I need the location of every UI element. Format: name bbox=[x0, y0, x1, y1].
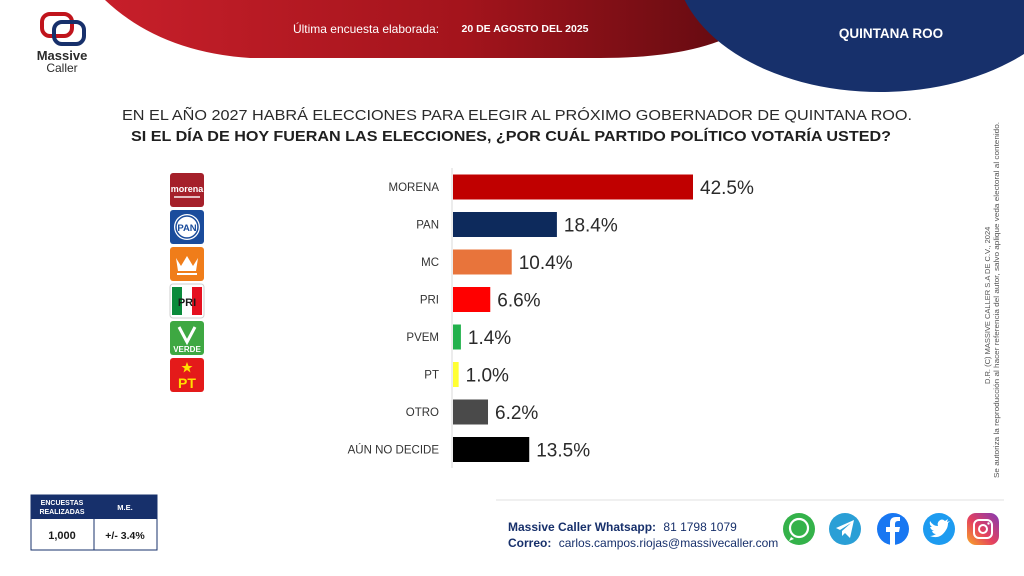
header-red-banner bbox=[105, 0, 760, 58]
value-label: 1.4% bbox=[468, 328, 511, 349]
pan-logo: PAN bbox=[170, 210, 204, 244]
pri-logo: PRI bbox=[169, 283, 205, 319]
value-label: 13.5% bbox=[536, 441, 590, 462]
whatsapp-icon[interactable] bbox=[783, 513, 815, 545]
email-address[interactable]: carlos.campos.riojas@massivecaller.com bbox=[559, 536, 779, 550]
verde-logo-text: VERDE bbox=[173, 345, 201, 354]
stats-surveys-header-2: REALIZADAS bbox=[39, 509, 84, 516]
verde-logo: VERDE bbox=[170, 321, 204, 355]
value-label: 42.5% bbox=[700, 178, 754, 199]
category-label: PT bbox=[424, 370, 439, 382]
stats-margin-value: +/- 3.4% bbox=[105, 530, 145, 542]
value-label: 1.0% bbox=[466, 366, 509, 387]
bar bbox=[453, 249, 512, 275]
whatsapp-number: 81 1798 1079 bbox=[663, 520, 737, 534]
party-logos: morena PAN PRI VERDE bbox=[169, 173, 205, 392]
value-label: 10.4% bbox=[519, 253, 573, 274]
stats-margin-header: M.E. bbox=[117, 503, 132, 512]
stats-surveys-value: 1,000 bbox=[48, 530, 76, 542]
category-label: MC bbox=[421, 257, 439, 269]
facebook-icon[interactable] bbox=[877, 513, 909, 545]
category-label: AÚN NO DECIDE bbox=[348, 444, 440, 457]
bar bbox=[453, 362, 459, 387]
vote-intention-bar-chart: MORENA 42.5% PAN 18.4% MC 10.4% PRI 6.6% PVEM 1.4… bbox=[348, 168, 754, 468]
twitter-icon[interactable] bbox=[923, 513, 955, 545]
bar bbox=[453, 174, 693, 200]
bar bbox=[453, 212, 557, 237]
value-label: 6.2% bbox=[495, 403, 538, 424]
category-label: PVEM bbox=[406, 332, 439, 344]
survey-date: 20 DE AGOSTO DEL 2025 bbox=[461, 23, 588, 35]
social-icons bbox=[783, 513, 999, 545]
region-label: QUINTANA ROO bbox=[839, 26, 943, 41]
whatsapp-contact: Massive Caller Whatsapp: 81 1798 1079 bbox=[508, 520, 737, 534]
header-blue-shape bbox=[684, 0, 1024, 92]
bar bbox=[453, 287, 491, 312]
sample-stats-table: ENCUESTAS REALIZADAS M.E. 1,000 +/- 3.4% bbox=[30, 494, 158, 551]
survey-date-label: Última encuesta elaborada: bbox=[293, 21, 439, 36]
question-line2: SI EL DÍA DE HOY FUERAN LAS ELECCIONES, … bbox=[131, 128, 891, 145]
copyright-line2: Se autoriza la reproducción al hacer ref… bbox=[992, 122, 1001, 478]
whatsapp-label: Massive Caller Whatsapp: bbox=[508, 520, 656, 534]
telegram-icon[interactable] bbox=[829, 513, 861, 545]
bar bbox=[453, 437, 530, 462]
copyright-line1: D.R. (C) MASSIVE CALLER S.A DE C.V., 202… bbox=[983, 227, 992, 384]
morena-logo-text: morena bbox=[171, 184, 205, 194]
pt-logo-text: PT bbox=[178, 375, 196, 391]
bar bbox=[453, 399, 489, 425]
value-label: 6.6% bbox=[497, 291, 540, 312]
email-contact: Correo: carlos.campos.riojas@massivecall… bbox=[508, 536, 778, 550]
category-label: MORENA bbox=[389, 182, 440, 194]
category-label: PRI bbox=[420, 295, 439, 307]
pt-logo: PT bbox=[170, 358, 204, 392]
brand-name-line1: Massive bbox=[37, 48, 88, 63]
email-label: Correo: bbox=[508, 536, 551, 550]
brand-name-line2: Caller bbox=[46, 61, 77, 75]
mc-logo bbox=[170, 247, 204, 281]
pan-logo-text: PAN bbox=[177, 223, 196, 234]
bar bbox=[453, 324, 461, 350]
instagram-icon[interactable] bbox=[967, 513, 999, 545]
value-label: 18.4% bbox=[564, 216, 618, 237]
stats-surveys-header-1: ENCUESTAS bbox=[41, 500, 84, 507]
massive-caller-logo: Massive Caller bbox=[37, 12, 88, 75]
category-label: PAN bbox=[416, 220, 439, 232]
category-label: OTRO bbox=[406, 407, 439, 419]
pri-logo-text: PRI bbox=[178, 297, 196, 309]
morena-logo: morena bbox=[170, 173, 204, 207]
question-line1: EN EL AÑO 2027 HABRÁ ELECCIONES PARA ELE… bbox=[122, 107, 912, 124]
